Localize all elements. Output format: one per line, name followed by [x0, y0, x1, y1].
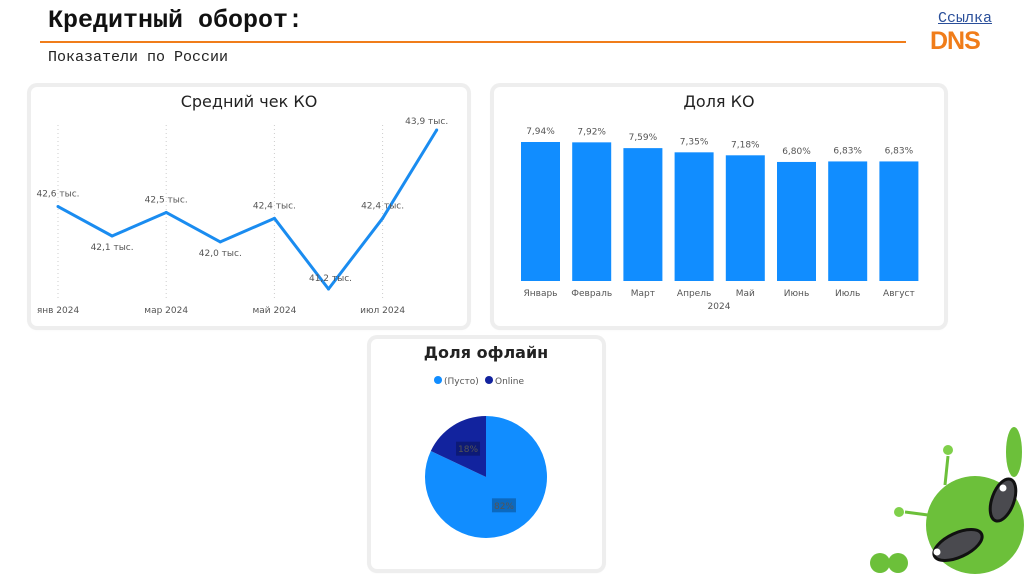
bar — [521, 142, 560, 281]
line-chart-title: Средний чек КО — [181, 92, 318, 111]
slide-subtitle: Показатели по России — [48, 49, 229, 66]
bar-chart: 7,94% Январь 7,92% Февраль 7,59% Март 7,35% Апр… — [521, 127, 919, 299]
pie-data-label: 18% — [458, 445, 478, 455]
dns-link[interactable]: Ссылка — [938, 10, 993, 27]
x-tick-label: Июль — [835, 289, 860, 299]
bar-data-label: 7,59% — [629, 133, 658, 143]
x-tick-label: Февраль — [571, 289, 612, 299]
x-tick-label: янв 2024 — [37, 306, 80, 316]
pie-label-box — [491, 498, 516, 513]
bar-data-label: 6,83% — [885, 146, 914, 156]
x-tick-label: Апрель — [677, 289, 711, 299]
bar-data-label: 7,35% — [680, 137, 709, 147]
slide-title: Кредитный оборот: — [48, 6, 304, 35]
title-divider — [40, 41, 906, 43]
x-tick-label: Июнь — [784, 289, 810, 299]
line-series — [57, 129, 438, 291]
pie-chart-title: Доля офлайн — [424, 343, 548, 362]
x-tick-label: май 2024 — [252, 306, 296, 316]
data-point — [327, 287, 330, 291]
bar-data-label: 7,94% — [526, 127, 555, 137]
bar — [777, 161, 816, 281]
bar-data-label: 6,83% — [833, 146, 862, 156]
line-chart: янв 2024 мар 2024 май 2024 июл 2024 42,6 тыс… — [36, 117, 448, 316]
legend-label: Online — [495, 377, 524, 387]
bar — [572, 142, 612, 281]
data-point — [381, 216, 385, 220]
bar-data-label: 7,92% — [577, 127, 606, 137]
bar-chart-xlabel: 2024 — [708, 302, 731, 312]
data-point — [110, 234, 114, 238]
legend-label: (Пусто) — [444, 377, 479, 387]
bar-chart-title: Доля КО — [683, 92, 754, 111]
data-point — [218, 240, 222, 244]
data-point — [435, 128, 439, 132]
pie-label-box — [456, 441, 481, 456]
x-tick-label: июл 2024 — [360, 306, 405, 316]
pie-data-label: 82% — [494, 502, 514, 512]
data-point — [272, 216, 276, 220]
bar — [828, 161, 868, 281]
data-point — [56, 205, 60, 209]
data-point — [164, 210, 168, 214]
alien-mascot-image — [870, 427, 1024, 574]
dns-logo: DNS — [930, 27, 981, 55]
x-tick-label: Май — [736, 289, 755, 299]
data-label: 43,9 тыс. — [405, 117, 448, 127]
bar — [623, 148, 663, 281]
bar — [879, 161, 919, 281]
x-tick-label: Август — [883, 289, 915, 299]
x-tick-label: Январь — [524, 289, 558, 299]
data-label: 42,1 тыс. — [91, 243, 134, 253]
data-label: 42,5 тыс. — [145, 195, 188, 205]
x-tick-label: Март — [631, 289, 655, 299]
data-label: 42,6 тыс. — [36, 190, 79, 200]
data-label: 42,4 тыс. — [361, 201, 404, 211]
legend-marker — [485, 376, 493, 384]
share-ko-card — [494, 87, 944, 326]
avg-check-card — [31, 87, 467, 326]
bar — [725, 155, 765, 281]
pie-slice — [430, 416, 486, 477]
pie-slice — [425, 415, 547, 538]
legend-marker — [434, 376, 442, 384]
bar-data-label: 7,18% — [731, 140, 760, 150]
bar — [674, 152, 714, 281]
bar-data-label: 6,80% — [782, 147, 811, 157]
data-label: 42,4 тыс. — [253, 201, 296, 211]
data-label: 42,0 тыс. — [199, 249, 242, 259]
data-label: 41,2 тыс. — [309, 274, 352, 284]
pie-chart: (Пусто) Online 82% 18% — [425, 376, 547, 538]
x-tick-label: мар 2024 — [144, 306, 188, 316]
